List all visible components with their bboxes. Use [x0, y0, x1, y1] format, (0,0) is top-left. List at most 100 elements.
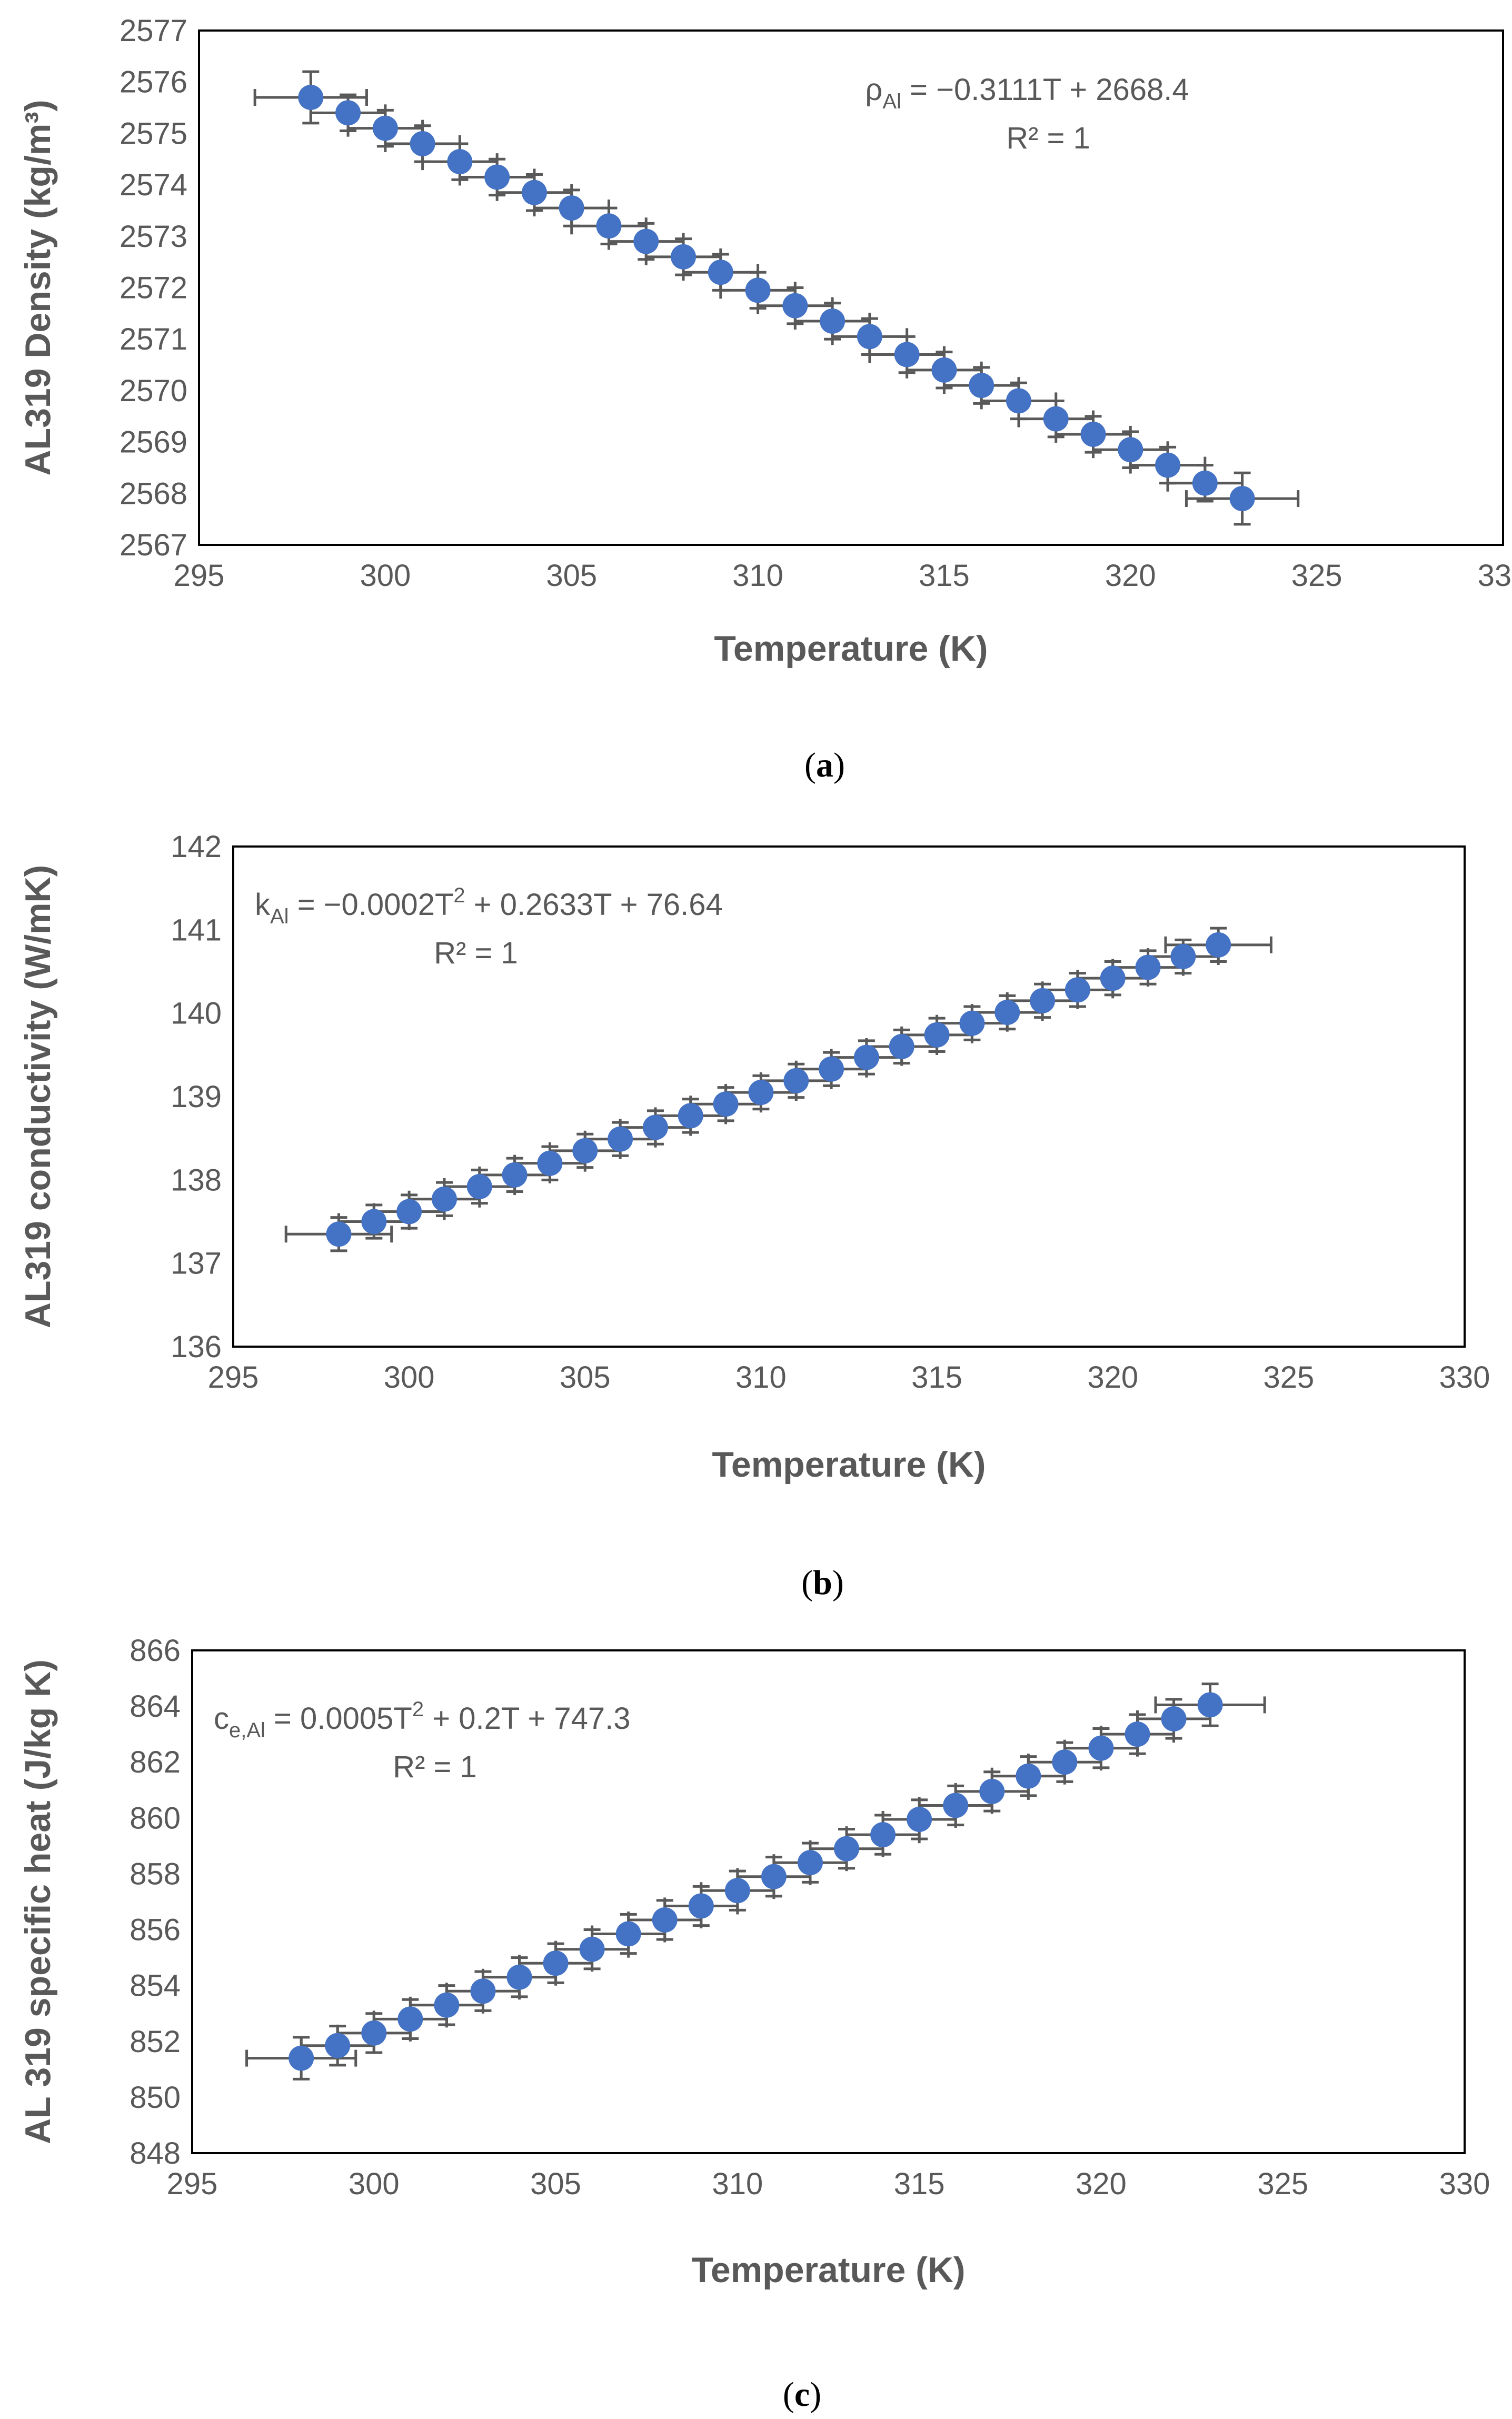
data-point	[537, 1150, 563, 1176]
x-tick-label: 320	[1105, 559, 1156, 593]
x-tick-label: 315	[894, 2167, 945, 2201]
data-point	[894, 342, 920, 367]
y-tick-label: 140	[171, 997, 222, 1031]
data-point	[579, 1936, 605, 1962]
y-tick-label: 2567	[120, 528, 187, 562]
data-point	[298, 85, 324, 111]
y-tick-label: 2576	[120, 65, 187, 99]
data-point	[596, 213, 622, 239]
data-point	[1065, 977, 1090, 1003]
x-tick-label: 300	[384, 1360, 435, 1395]
equation-part: k	[255, 888, 271, 922]
data-point	[889, 1034, 914, 1059]
data-point	[943, 1793, 969, 1818]
figure-caption: (a)	[804, 746, 845, 784]
data-point	[870, 1822, 896, 1848]
data-point	[1125, 1721, 1150, 1747]
y-tick-label: 2569	[120, 425, 187, 460]
data-point	[615, 1921, 641, 1947]
data-point	[678, 1103, 703, 1129]
x-tick-label: 325	[1263, 1360, 1314, 1395]
r-squared: R² = 1	[1006, 121, 1090, 155]
chart-density: 295 300 305 310 315 320 325 330 2567 2568 2569 2570…	[18, 14, 1512, 784]
data-point	[521, 180, 547, 205]
trendline-equation: ce,Al = 0.0005T2 + 0.2T + 747.3	[214, 1698, 630, 1742]
data-point	[979, 1778, 1005, 1804]
data-point	[783, 1068, 809, 1093]
x-axis-label: Temperature (K)	[691, 2250, 965, 2290]
y-tick-label: 2577	[120, 14, 187, 48]
equation-part: + 0.2T + 747.3	[424, 1701, 630, 1736]
data-point	[289, 2045, 314, 2071]
x-tick-label: 325	[1291, 559, 1342, 593]
x-tick-label: 310	[732, 559, 783, 593]
caption-paren: (	[783, 2375, 794, 2414]
data-point	[642, 1114, 668, 1140]
data-point	[819, 1056, 844, 1082]
data-point	[543, 1950, 569, 1976]
data-point	[559, 195, 584, 221]
trendline-equation: kAl = −0.0002T2 + 0.2633T + 76.64	[255, 884, 723, 928]
data-point	[969, 373, 994, 399]
data-point	[1155, 452, 1181, 478]
y-tick-label: 2571	[120, 322, 187, 356]
x-tick-label: 315	[919, 559, 970, 593]
figure-caption: (b)	[801, 1564, 844, 1602]
data-point	[959, 1010, 985, 1036]
x-axis-label: Temperature (K)	[712, 1445, 986, 1485]
x-tick-label: 310	[712, 2167, 763, 2201]
data-point	[1080, 421, 1106, 447]
data-point	[506, 1964, 532, 1990]
data-point	[434, 1992, 460, 2018]
data-point	[1088, 1735, 1114, 1761]
equation-part: = 0.0005T	[265, 1701, 412, 1736]
trendline-equation: ρAl = −0.3111T + 2668.4	[865, 73, 1189, 113]
y-tick-label: 136	[171, 1330, 222, 1364]
data-point	[1100, 965, 1126, 991]
data-point	[907, 1806, 932, 1832]
data-point	[797, 1850, 823, 1876]
plot-frame	[191, 1649, 1466, 2154]
x-tick-label: 320	[1087, 1360, 1138, 1395]
data-point	[484, 164, 510, 190]
data-point	[994, 1000, 1020, 1026]
y-tick-label: 866	[130, 1634, 181, 1668]
data-point	[924, 1022, 950, 1048]
equation-part: 2	[453, 884, 465, 907]
data-point	[447, 149, 473, 175]
caption-paren: (	[804, 746, 816, 784]
x-tick-label: 330	[1439, 1360, 1490, 1395]
data-point	[724, 1878, 750, 1904]
x-tick-label: 300	[360, 559, 411, 593]
data-point	[745, 277, 771, 303]
caption-letter: a	[816, 746, 833, 784]
equation-part: c	[214, 1701, 229, 1736]
x-tick-label: 305	[560, 1360, 611, 1395]
data-point	[396, 1199, 422, 1225]
data-point	[1161, 1706, 1187, 1731]
data-point	[361, 2020, 387, 2046]
y-tick-label: 850	[130, 2080, 181, 2115]
caption-paren: )	[832, 1564, 844, 1602]
x-tick-label: 325	[1257, 2167, 1308, 2201]
data-point	[820, 308, 845, 334]
y-tick-label: 2570	[120, 374, 187, 408]
x-tick-label: 330	[1439, 2167, 1490, 2201]
x-tick-label: 295	[208, 1360, 259, 1395]
caption-paren: )	[833, 746, 845, 784]
y-tick-label: 139	[171, 1080, 222, 1114]
data-point	[410, 131, 435, 156]
y-tick-label: 856	[130, 1913, 181, 1947]
y-axis-label: AL319 conductivity (W/mK)	[18, 865, 58, 1328]
data-point	[761, 1864, 787, 1889]
y-tick-label: 852	[130, 2025, 181, 2059]
chart-specific-heat: 295 300 305 310 315 320 325 330 848 850 852 854 856 8…	[18, 1634, 1490, 2414]
chart-conductivity: 295 300 305 310 315 320 325 330 136 137 138 139 140 1…	[18, 830, 1490, 1602]
y-tick-label: 138	[171, 1163, 222, 1197]
plot-frame	[232, 845, 1466, 1348]
data-point	[688, 1893, 714, 1919]
y-axis-label: AL 319 specific heat (J/kg K)	[18, 1659, 58, 2144]
caption-letter: c	[794, 2375, 810, 2414]
equation-part: e,Al	[229, 1719, 265, 1742]
data-point	[1016, 1763, 1041, 1789]
